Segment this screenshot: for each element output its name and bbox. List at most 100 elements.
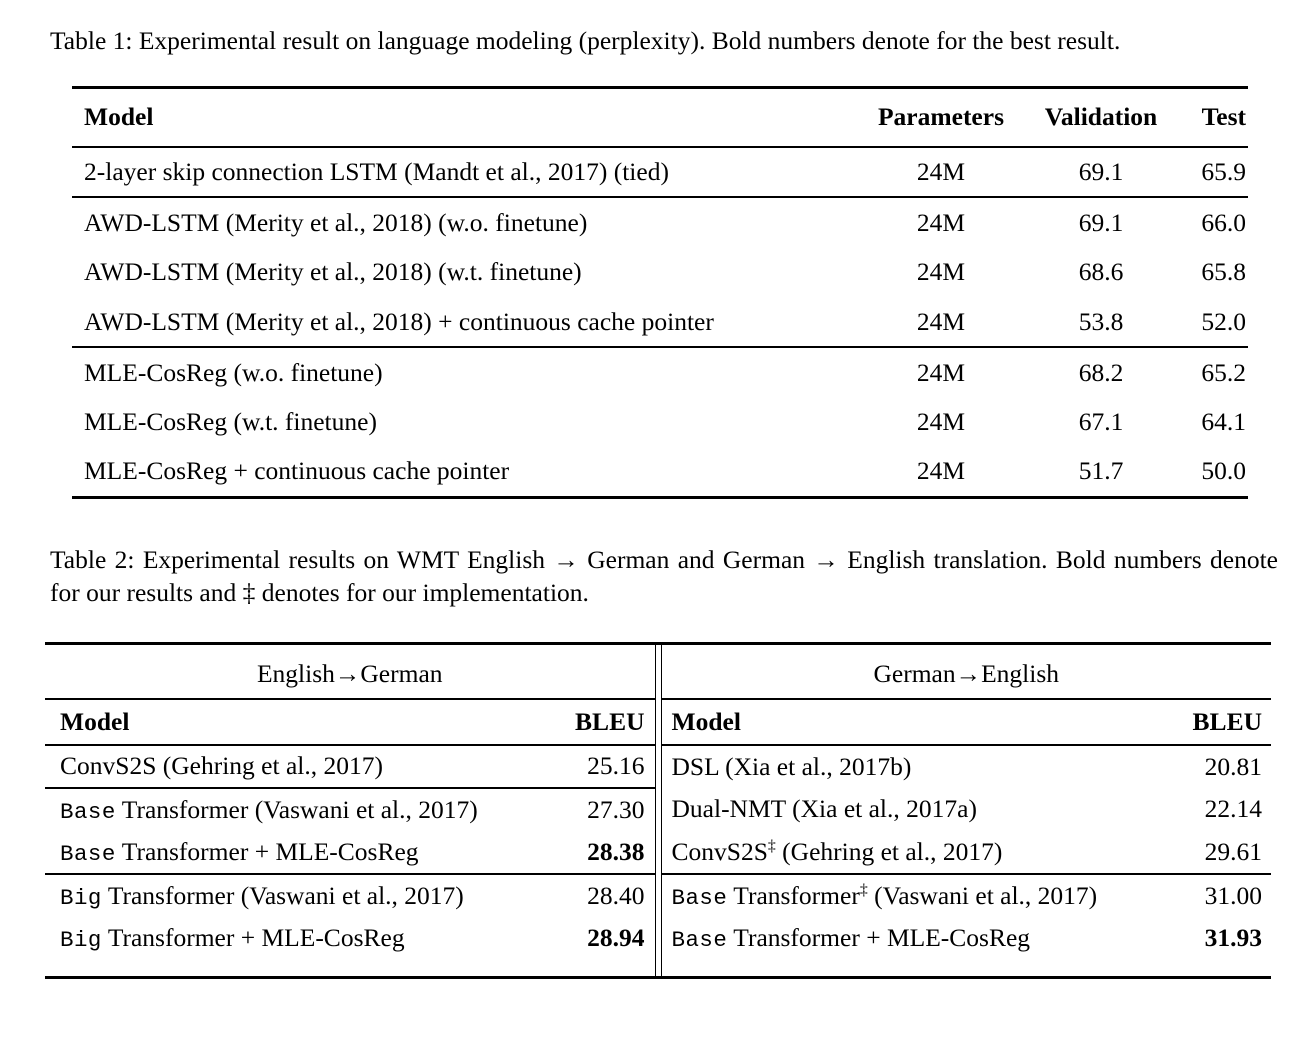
implementation-dagger: ‡ (859, 881, 868, 899)
table1-header-row: Model Parameters Validation Test (72, 87, 1248, 148)
bleu-cell-ours: 28.94 (587, 923, 645, 953)
table-row: MLE-CosReg (w.t. finetune) 24M 67.1 64.1 (72, 397, 1248, 447)
spacer-row (662, 960, 1272, 976)
table-row: ConvS2S‡ (Gehring et al., 2017) 29.61 (661, 831, 1271, 874)
table2-panel-german-english: German→English Model BLEU DSL (Xia et al… (661, 645, 1272, 976)
model-prefix: Base (671, 884, 728, 911)
test-cell-best: 50.0 (1201, 456, 1246, 486)
parameters-cell: 24M (916, 306, 966, 336)
test-cell: 66.0 (1201, 207, 1246, 237)
table-row: ConvS2S (Gehring et al., 2017) 25.16 (45, 745, 655, 788)
table2-left: Model BLEU ConvS2S (Gehring et al., 2017… (45, 700, 655, 976)
model-name: Transformer (727, 880, 860, 910)
table-row: Base Transformer‡ (Vaswani et al., 2017)… (662, 874, 1272, 917)
model-cell: ConvS2S (Gehring et al., 2017) (45, 745, 537, 788)
test-cell: 65.8 (1201, 257, 1246, 287)
table1: Model Parameters Validation Test 2-layer… (72, 85, 1248, 499)
spacer-row (45, 960, 655, 976)
test-cell: 65.2 (1201, 357, 1246, 387)
table-row: Base Transformer + MLE-CosReg 31.93 (662, 917, 1272, 960)
model-name-rest: (Vaswani et al., 2017) (867, 880, 1098, 910)
test-cell: 65.9 (1201, 157, 1246, 187)
model-cell: DSL (Xia et al., 2017b) (662, 745, 1154, 788)
parameters-cell: 24M (916, 207, 966, 237)
table2-right-header-row: Model BLEU (661, 700, 1271, 745)
table-row: 2-layer skip connection LSTM (Mandt et a… (72, 147, 1248, 198)
model-name: Transformer + MLE-CosReg (727, 923, 1031, 953)
paper-page: Table 1: Experimental result on language… (45, 26, 1278, 979)
table2: English→German Model BLEU ConvS2S (Gehri… (45, 641, 1272, 979)
model-cell: MLE-CosReg + continuous cache pointer (84, 456, 510, 486)
model-cell: Base Transformer + MLE-CosReg (45, 831, 537, 874)
model-prefix: Big (60, 884, 102, 911)
table-row: Big Transformer (Vaswani et al., 2017) 2… (45, 874, 655, 917)
model-cell: Big Transformer (Vaswani et al., 2017) (45, 874, 537, 917)
bleu-cell-ours: 28.38 (587, 836, 645, 866)
table-row: Base Transformer + MLE-CosReg 28.38 (45, 831, 655, 874)
model-prefix: Base (60, 840, 116, 867)
model-name: DSL (Xia et al., 2017b) (671, 751, 912, 781)
bleu-cell: 29.61 (1204, 836, 1262, 866)
implementation-dagger: ‡ (767, 837, 776, 855)
table1-col-test: Test (1201, 102, 1246, 132)
model-name-rest: (Gehring et al., 2017) (775, 836, 1003, 866)
table1-col-parameters: Parameters (877, 102, 1004, 132)
table1-col-validation: Validation (1044, 102, 1158, 132)
parameters-cell: 24M (916, 257, 966, 287)
test-cell: 52.0 (1201, 306, 1246, 336)
table2-left-header-row: Model BLEU (45, 700, 655, 745)
model-cell: Dual-NMT (Xia et al., 2017a) (662, 788, 1154, 831)
model-cell: AWD-LSTM (Merity et al., 2018) (w.o. fin… (84, 207, 588, 237)
validation-cell: 68.2 (1078, 357, 1124, 387)
table-row: AWD-LSTM (Merity et al., 2018) (w.o. fin… (72, 197, 1248, 247)
table1-caption: Table 1: Experimental result on language… (50, 26, 1121, 55)
validation-cell-best: 51.7 (1078, 456, 1124, 486)
validation-cell: 68.6 (1078, 257, 1124, 287)
table2-caption: Table 2: Experimental results on WMT Eng… (50, 544, 1278, 608)
validation-cell: 67.1 (1078, 407, 1124, 437)
model-name: ConvS2S (Gehring et al., 2017) (60, 751, 383, 781)
model-name: Dual-NMT (Xia et al., 2017a) (671, 794, 977, 824)
model-cell: AWD-LSTM (Merity et al., 2018) + continu… (84, 306, 714, 336)
bleu-cell: 20.81 (1204, 751, 1262, 781)
model-cell: MLE-CosReg (w.t. finetune) (84, 407, 377, 437)
bleu-cell: 27.30 (587, 794, 645, 824)
model-prefix: Base (60, 798, 116, 825)
bleu-cell: 22.14 (1204, 794, 1262, 824)
validation-cell: 69.1 (1078, 157, 1124, 187)
model-cell: Base Transformer‡ (Vaswani et al., 2017) (662, 874, 1154, 917)
parameters-cell: 24M (916, 407, 966, 437)
model-name: Transformer + MLE-CosReg (101, 923, 405, 953)
model-cell: Base Transformer (Vaswani et al., 2017) (45, 788, 537, 831)
table1-col-model: Model (84, 102, 154, 132)
test-cell: 64.1 (1201, 407, 1246, 437)
model-name: Transformer (Vaswani et al., 2017) (115, 794, 478, 824)
table-row: DSL (Xia et al., 2017b) 20.81 (662, 745, 1272, 788)
table-row: Big Transformer + MLE-CosReg 28.94 (45, 917, 655, 960)
model-cell: 2-layer skip connection LSTM (Mandt et a… (84, 157, 669, 187)
table-row: Base Transformer (Vaswani et al., 2017) … (45, 788, 655, 831)
model-cell: ConvS2S‡ (Gehring et al., 2017) (662, 831, 1154, 874)
model-cell: Big Transformer + MLE-CosReg (45, 917, 537, 960)
model-name: ConvS2S (671, 836, 768, 866)
bleu-cell: 25.16 (587, 751, 645, 781)
table2-panel-english-german: English→German Model BLEU ConvS2S (Gehri… (45, 645, 655, 976)
table2-right-span-header: German→English (661, 645, 1271, 700)
bleu-cell: 31.00 (1204, 880, 1262, 910)
model-prefix: Base (671, 927, 728, 954)
validation-cell: 53.8 (1078, 306, 1124, 336)
model-cell: Base Transformer + MLE-CosReg (662, 917, 1154, 960)
table2-right: Model BLEU DSL (Xia et al., 2017b) 20.81… (661, 700, 1272, 976)
parameters-cell: 24M (916, 357, 966, 387)
parameters-cell: 24M (916, 456, 966, 486)
model-name: Transformer (Vaswani et al., 2017) (101, 880, 464, 910)
table2-left-col-model: Model (60, 706, 130, 736)
bleu-cell-ours: 31.93 (1204, 923, 1262, 953)
table2-right-col-model: Model (671, 706, 741, 736)
model-cell: AWD-LSTM (Merity et al., 2018) (w.t. fin… (84, 257, 582, 287)
table-row: AWD-LSTM (Merity et al., 2018) (w.t. fin… (72, 247, 1248, 297)
table-row: Dual-NMT (Xia et al., 2017a) 22.14 (662, 788, 1272, 831)
panel-divider-double-rule (654, 644, 662, 976)
table2-right-col-bleu: BLEU (1192, 706, 1262, 736)
table-row: MLE-CosReg + continuous cache pointer 24… (72, 447, 1248, 497)
